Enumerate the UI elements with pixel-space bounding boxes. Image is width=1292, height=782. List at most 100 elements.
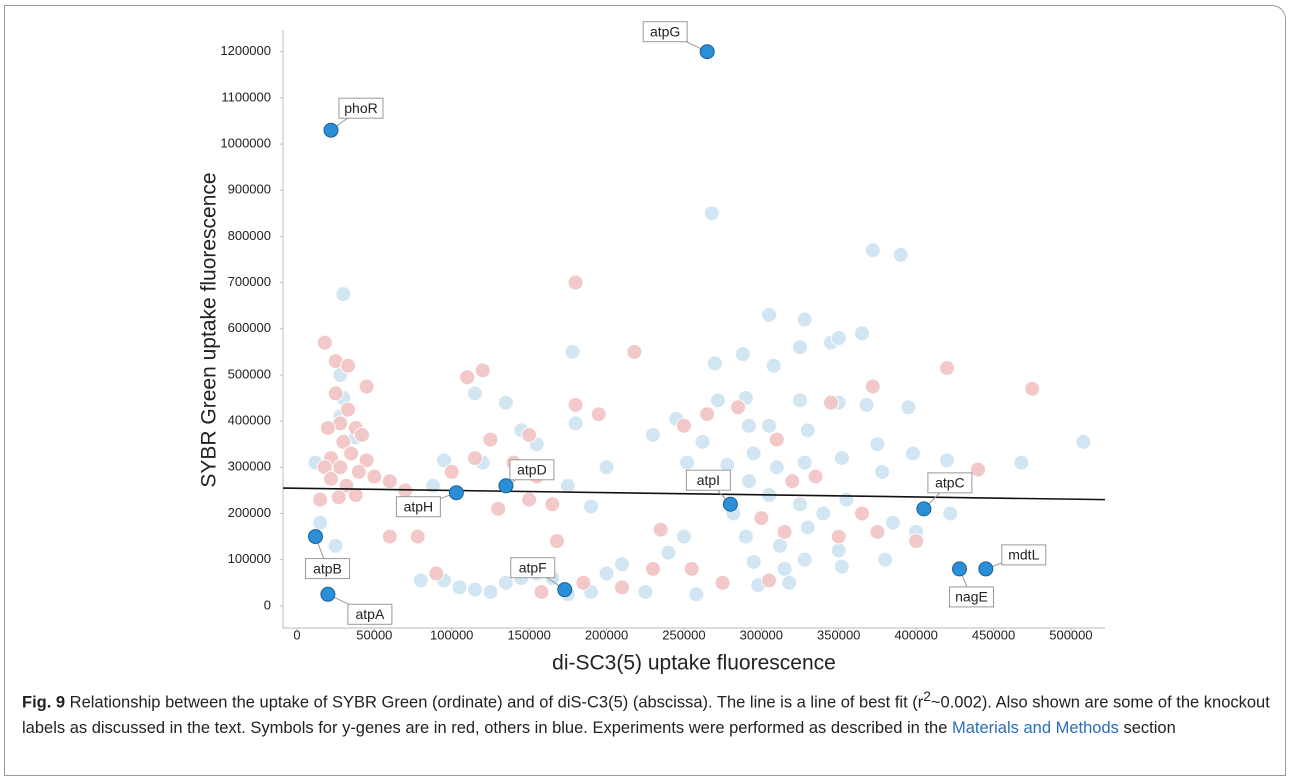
point: [559, 477, 576, 494]
point: [583, 498, 600, 515]
label-box: [642, 21, 688, 43]
point: [497, 574, 514, 591]
y-tick-label: 0: [264, 597, 271, 612]
point-label: atpD: [517, 461, 547, 477]
highlight-point: [916, 501, 932, 517]
point: [312, 514, 329, 531]
point: [740, 473, 757, 490]
point: [877, 551, 894, 568]
x-tick-label: 100000: [430, 627, 473, 642]
point: [1075, 433, 1092, 450]
point: [830, 528, 847, 545]
point: [353, 426, 370, 443]
label-box: [685, 469, 731, 491]
point: [864, 242, 881, 259]
point: [567, 415, 584, 432]
point: [884, 514, 901, 531]
point: [319, 420, 336, 437]
point: [807, 468, 824, 485]
point: [614, 556, 631, 573]
x-tick-label: 0: [293, 627, 300, 642]
y-axis-title: SYBR Green uptake fluorescence: [198, 172, 221, 487]
point: [521, 426, 538, 443]
x-tick-label: 50000: [356, 627, 392, 642]
point: [833, 558, 850, 575]
point: [830, 330, 847, 347]
highlight-point: [978, 561, 994, 577]
point: [734, 346, 751, 363]
highlight-point: [951, 561, 967, 577]
point-label: atpA: [355, 606, 384, 622]
point-label: atpB: [313, 560, 342, 576]
point: [864, 378, 881, 395]
point: [939, 452, 956, 469]
point: [869, 436, 886, 453]
point: [714, 574, 731, 591]
x-tick-label: 200000: [585, 627, 628, 642]
point: [796, 454, 813, 471]
caption: Fig. 9 Relationship between the uptake o…: [22, 684, 1272, 741]
point: [737, 528, 754, 545]
point: [792, 496, 809, 513]
caption-text: ~0.002). Also shown are some of the knoc…: [22, 693, 1270, 737]
point: [776, 560, 793, 577]
point: [549, 533, 565, 550]
point: [675, 528, 692, 545]
highlight-point: [323, 122, 339, 138]
point: [490, 500, 507, 517]
y-tick-label: 1000000: [220, 135, 271, 150]
point-label: atpG: [650, 23, 680, 39]
label-box: [305, 558, 351, 580]
point: [761, 572, 778, 589]
label-box: [510, 557, 556, 579]
point: [381, 473, 398, 490]
caption-text: Relationship between the uptake of SYBR …: [65, 693, 924, 712]
label-box: [948, 586, 994, 608]
y-tick-label: 1200000: [220, 43, 271, 58]
point: [753, 510, 770, 527]
point: [838, 491, 855, 508]
point: [567, 396, 584, 413]
point: [908, 533, 925, 550]
y-tick-label: 400000: [228, 413, 271, 428]
point: [853, 505, 870, 522]
point: [544, 496, 561, 513]
point: [675, 417, 692, 434]
point: [332, 459, 349, 476]
point: [796, 311, 813, 328]
point: [482, 583, 499, 600]
point: [823, 394, 839, 411]
point: [652, 521, 669, 538]
point: [343, 445, 360, 462]
label-box: [338, 97, 384, 119]
point: [740, 417, 757, 434]
point: [869, 523, 886, 540]
point: [474, 362, 491, 379]
point: [428, 565, 445, 582]
y-tick-label: 300000: [228, 459, 271, 474]
point: [381, 528, 398, 545]
point: [521, 491, 538, 508]
point: [409, 528, 426, 545]
point: [874, 463, 891, 480]
x-axis-title: di-SC3(5) uptake fluorescence: [552, 652, 836, 675]
y-tick-label: 1100000: [221, 89, 271, 104]
point: [792, 392, 809, 409]
point: [1013, 454, 1030, 471]
point-label: atpC: [935, 475, 965, 491]
point: [358, 452, 375, 469]
point: [598, 459, 615, 476]
point: [858, 396, 875, 413]
y-tick-label: 900000: [228, 182, 271, 197]
point: [699, 406, 716, 423]
point: [644, 426, 661, 443]
point: [335, 433, 352, 450]
point: [709, 392, 726, 409]
point: [939, 360, 956, 377]
point: [706, 355, 723, 372]
caption-link[interactable]: Materials and Methods: [951, 718, 1119, 737]
point: [815, 505, 832, 522]
point: [796, 551, 813, 568]
point: [497, 394, 514, 411]
point: [768, 459, 785, 476]
